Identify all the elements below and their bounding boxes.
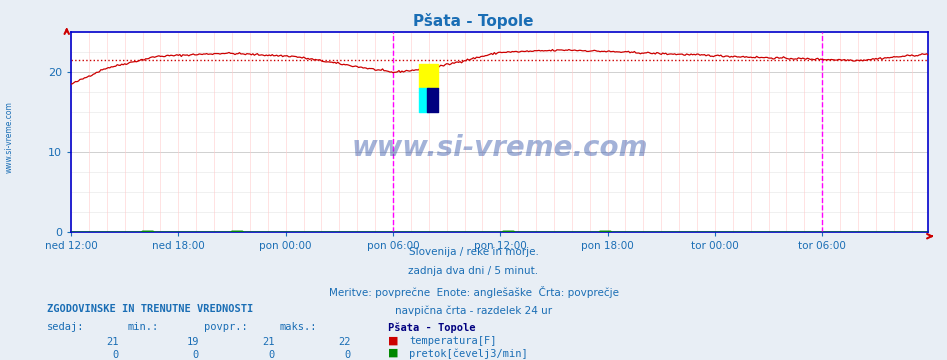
Text: 21: 21: [106, 337, 118, 347]
Text: ■: ■: [388, 336, 399, 346]
Text: ZGODOVINSKE IN TRENUTNE VREDNOSTI: ZGODOVINSKE IN TRENUTNE VREDNOSTI: [47, 304, 254, 314]
Text: pretok[čevelj3/min]: pretok[čevelj3/min]: [409, 348, 527, 359]
Text: www.si-vreme.com: www.si-vreme.com: [351, 134, 648, 162]
Text: Pšata - Topole: Pšata - Topole: [413, 13, 534, 28]
Text: temperatura[F]: temperatura[F]: [409, 336, 496, 346]
Text: zadnja dva dni / 5 minut.: zadnja dva dni / 5 minut.: [408, 266, 539, 276]
Text: povpr.:: povpr.:: [204, 322, 247, 332]
Text: Meritve: povprečne  Enote: anglešaške  Črta: povprečje: Meritve: povprečne Enote: anglešaške Črt…: [329, 286, 618, 298]
Text: 21: 21: [262, 337, 275, 347]
Text: ■: ■: [388, 348, 399, 358]
Text: Slovenija / reke in morje.: Slovenija / reke in morje.: [408, 247, 539, 257]
Text: 22: 22: [338, 337, 350, 347]
Text: 0: 0: [268, 350, 275, 360]
Text: maks.:: maks.:: [279, 322, 317, 332]
Text: sedaj:: sedaj:: [47, 322, 85, 332]
Text: Pšata - Topole: Pšata - Topole: [388, 322, 475, 333]
Text: navpična črta - razdelek 24 ur: navpična črta - razdelek 24 ur: [395, 306, 552, 316]
Text: 0: 0: [344, 350, 350, 360]
Text: 0: 0: [112, 350, 118, 360]
Text: 19: 19: [187, 337, 199, 347]
Text: 0: 0: [192, 350, 199, 360]
Text: min.:: min.:: [128, 322, 159, 332]
Text: www.si-vreme.com: www.si-vreme.com: [5, 101, 14, 173]
